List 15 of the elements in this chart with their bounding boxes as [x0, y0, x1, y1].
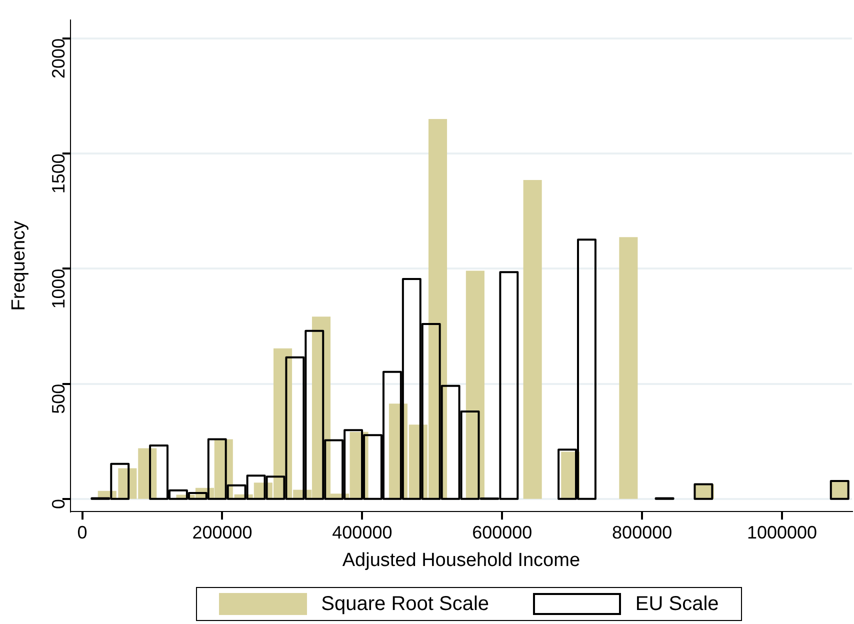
- y-tick-label: 500: [48, 384, 68, 414]
- x-tick-label: 1000000: [746, 522, 818, 542]
- y-tick-label: 1500: [48, 154, 68, 194]
- x-tick-label: 600000: [472, 522, 532, 542]
- legend-label: Square Root Scale: [321, 592, 490, 616]
- y-tick-label: 2000: [48, 38, 68, 78]
- legend-label: EU Scale: [635, 592, 719, 616]
- y-tick-label: 0: [48, 498, 68, 509]
- x-tick-label: 200000: [192, 522, 252, 542]
- y-tick-label: 1000: [48, 268, 68, 309]
- x-tick-label: 400000: [332, 522, 392, 542]
- y-axis-title: Frequency: [8, 220, 30, 311]
- x-tick-label: 0: [77, 522, 88, 542]
- x-tick-label: 800000: [612, 522, 672, 542]
- x-axis-title: Adjusted Household Income: [342, 550, 580, 571]
